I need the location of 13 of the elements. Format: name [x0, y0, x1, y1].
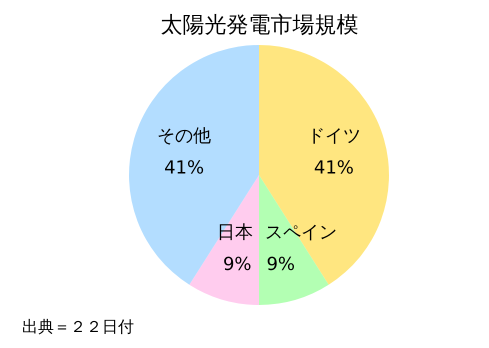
- data-label: 9%: [266, 254, 296, 275]
- pie-slice: [259, 45, 389, 285]
- source-note: 出典＝２２日付: [22, 317, 134, 336]
- pie-slice: [189, 175, 259, 305]
- chart-title: 太陽光発電市場規模: [160, 13, 358, 38]
- slice-label: その他: [157, 125, 212, 146]
- slice-label: スペイン: [265, 222, 337, 243]
- pie-slice: [129, 45, 259, 285]
- data-label: 9%: [222, 254, 252, 275]
- data-label: 41%: [314, 157, 354, 178]
- slice-label: ドイツ: [306, 125, 361, 146]
- data-label: 41%: [164, 157, 204, 178]
- slice-label: 日本: [217, 222, 253, 243]
